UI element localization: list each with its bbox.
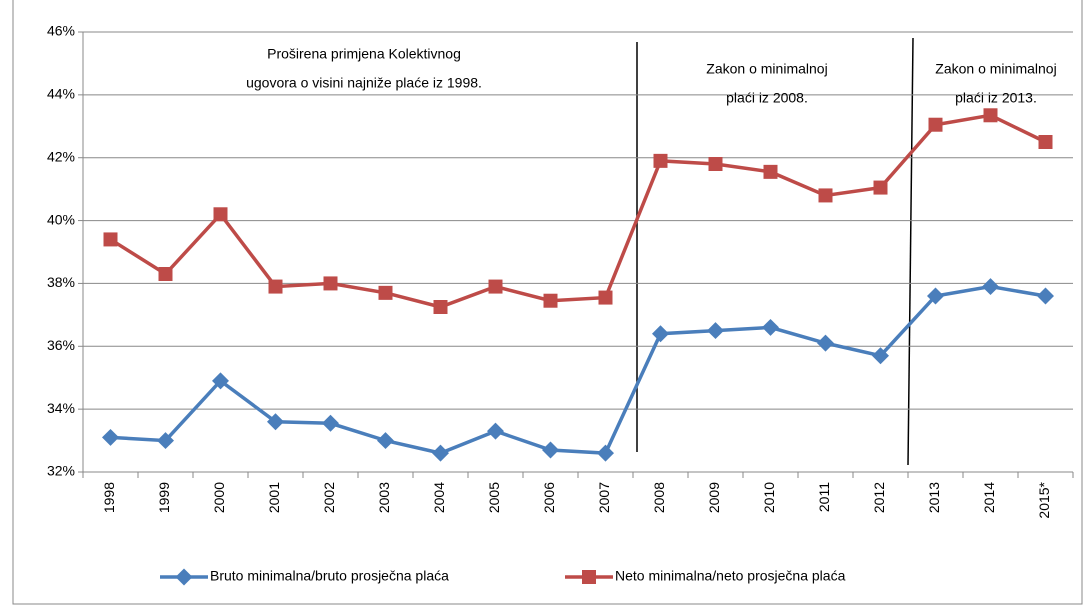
chart-frame <box>12 0 1083 605</box>
x-tick-label: 2010 <box>761 482 777 513</box>
marker <box>872 347 889 365</box>
series-line <box>109 113 1047 309</box>
legend-label: Neto minimalna/neto prosječna plaća <box>615 568 846 584</box>
marker <box>982 278 999 296</box>
y-tick-label: 36% <box>47 337 75 353</box>
x-tick-label: 2002 <box>321 482 337 513</box>
marker <box>432 444 449 462</box>
marker <box>213 207 228 222</box>
annotation: plaći iz 2013. <box>955 90 1037 106</box>
marker <box>267 413 284 431</box>
marker <box>322 414 339 432</box>
annotation: ugovora o visini najniže plaće iz 1998. <box>246 75 482 91</box>
marker <box>763 164 778 179</box>
x-tick-label: 2014 <box>981 482 997 513</box>
marker <box>873 180 888 195</box>
x-tick-label: 2013 <box>926 482 942 513</box>
marker <box>818 188 833 203</box>
marker <box>157 432 174 450</box>
marker <box>597 444 614 462</box>
marker <box>707 322 724 340</box>
marker <box>377 432 394 450</box>
marker <box>323 276 338 291</box>
x-tick-label: 2003 <box>376 482 392 513</box>
x-tick-label: 2015* <box>1036 481 1052 518</box>
x-tick-label: 2007 <box>596 482 612 513</box>
y-tick-label: 32% <box>47 463 75 479</box>
marker <box>927 287 944 305</box>
x-tick-label: 2005 <box>486 482 502 513</box>
annotation: plaći iz 2008. <box>726 90 808 106</box>
marker <box>543 293 558 308</box>
marker <box>102 428 119 446</box>
marker <box>103 232 118 247</box>
marker <box>928 117 943 132</box>
x-tick-label: 2011 <box>816 482 832 512</box>
marker <box>598 290 613 305</box>
marker <box>817 334 834 352</box>
marker <box>708 157 723 171</box>
y-tick-label: 38% <box>47 274 75 290</box>
x-tick-label: 1998 <box>101 482 117 513</box>
marker <box>653 153 668 168</box>
legend-label: Bruto minimalna/bruto prosječna plaća <box>210 568 449 584</box>
marker <box>487 422 504 440</box>
y-tick-label: 44% <box>47 86 75 102</box>
marker <box>582 570 596 584</box>
marker <box>652 325 669 343</box>
annotation: Proširena primjena Kolektivnog <box>267 46 461 62</box>
series-line <box>110 284 1046 455</box>
annotation: Zakon o minimalnoj <box>935 61 1056 77</box>
y-tick-label: 34% <box>47 400 75 416</box>
x-tick-label: 2004 <box>431 482 447 513</box>
y-tick-label: 46% <box>47 23 75 39</box>
annotation: Zakon o minimalnoj <box>706 61 827 77</box>
marker <box>158 267 173 281</box>
y-tick-label: 42% <box>47 148 75 164</box>
marker <box>433 300 448 314</box>
divider <box>907 37 914 466</box>
x-tick-label: 2006 <box>541 482 557 513</box>
y-tick-label: 40% <box>47 211 75 227</box>
marker <box>212 372 229 390</box>
marker <box>1038 135 1053 149</box>
x-tick-label: 2009 <box>706 482 722 513</box>
marker <box>268 279 283 294</box>
x-tick-label: 1999 <box>156 482 172 513</box>
marker <box>1037 287 1054 305</box>
marker <box>983 108 998 123</box>
marker <box>488 279 503 294</box>
marker <box>542 441 559 459</box>
marker <box>175 568 193 586</box>
x-tick-label: 2000 <box>211 482 227 513</box>
x-tick-label: 2012 <box>871 482 887 513</box>
x-tick-label: 2008 <box>651 482 667 513</box>
marker <box>762 318 779 336</box>
x-tick-label: 2001 <box>266 482 282 513</box>
marker <box>378 285 393 300</box>
